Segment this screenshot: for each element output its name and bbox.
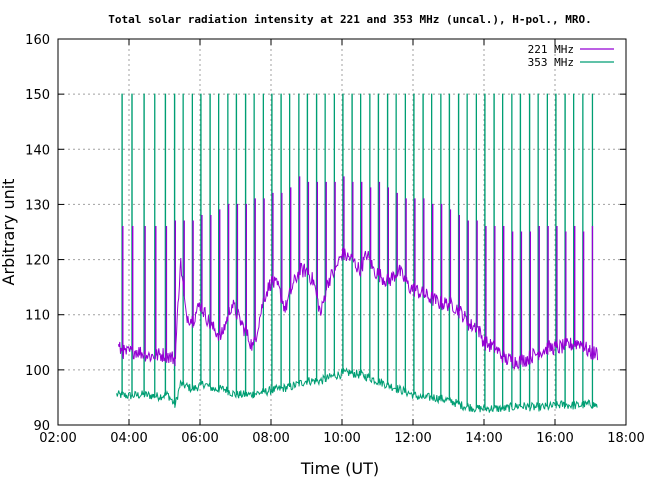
x-tick-label: 18:00	[607, 431, 644, 446]
x-tick-label: 10:00	[323, 431, 360, 446]
grid-lines	[58, 39, 626, 425]
chart-title: Total solar radiation intensity at 221 a…	[108, 13, 591, 26]
plot-frame	[57, 38, 627, 426]
legend-label-221: 221 MHz	[528, 43, 574, 56]
x-tick-label: 12:00	[394, 431, 431, 446]
y-tick-label: 140	[25, 143, 50, 158]
x-tick-label: 04:00	[110, 431, 147, 446]
series-353-line	[116, 93, 598, 413]
axis-ticks: 90 100 110 120 130 140 150 160 02:00 04:00 06:00 08…	[25, 33, 645, 446]
y-tick-label: 90	[33, 419, 50, 434]
series-221-line	[117, 176, 599, 370]
legend-label-353: 353 MHz	[528, 56, 574, 69]
y-tick-label: 100	[25, 364, 50, 379]
y-tick-label: 160	[25, 33, 50, 48]
x-axis-label: Time (UT)	[300, 459, 379, 478]
y-tick-label: 120	[25, 254, 50, 269]
y-tick-label: 150	[25, 88, 50, 103]
x-tick-label: 08:00	[252, 431, 289, 446]
legend: 221 MHz 353 MHz	[528, 43, 614, 69]
y-axis-label: Arbitrary unit	[0, 179, 18, 286]
y-tick-label: 130	[25, 198, 50, 213]
plot-series	[116, 93, 599, 413]
y-tick-label: 110	[25, 309, 50, 324]
x-tick-label: 02:00	[39, 431, 76, 446]
x-tick-label: 06:00	[181, 431, 218, 446]
x-tick-label: 16:00	[536, 431, 573, 446]
x-tick-label: 14:00	[465, 431, 502, 446]
